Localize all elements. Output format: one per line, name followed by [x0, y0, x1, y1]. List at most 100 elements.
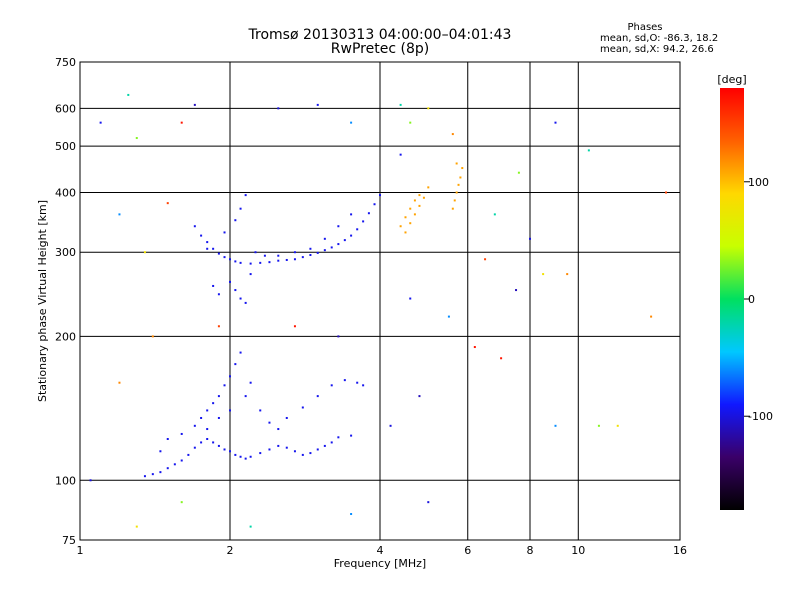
data-point: [343, 379, 346, 382]
y-tick-label: 600: [55, 102, 76, 115]
y-tick-label: 200: [55, 330, 76, 343]
data-point: [459, 176, 462, 179]
data-point: [263, 254, 266, 257]
colorbar-label: [deg]: [717, 73, 746, 86]
plot-frame: [79, 61, 681, 541]
data-point: [337, 335, 340, 338]
data-point: [244, 301, 247, 304]
y-tick-label: 300: [55, 246, 76, 259]
data-point: [316, 103, 319, 106]
x-tick-label: 10: [571, 544, 585, 557]
y-axis-label: Stationary phase Virtual Height [km]: [36, 200, 49, 402]
data-point: [323, 237, 326, 240]
data-point: [212, 402, 215, 405]
data-point: [193, 424, 196, 427]
colorbar-tick-label: 0: [748, 293, 755, 306]
data-point: [457, 183, 460, 186]
data-point: [234, 260, 237, 263]
data-point: [127, 93, 130, 96]
data-point: [180, 121, 183, 124]
data-point: [650, 315, 653, 318]
data-point: [135, 525, 138, 528]
data-point: [362, 384, 365, 387]
data-point: [473, 346, 476, 349]
data-point: [330, 384, 333, 387]
x-tick-label: 16: [673, 544, 687, 557]
data-point: [159, 450, 162, 453]
data-point: [285, 446, 288, 449]
data-point: [173, 463, 176, 466]
data-point: [200, 234, 203, 237]
data-point: [665, 191, 668, 194]
data-point: [166, 202, 169, 205]
data-point: [151, 335, 154, 338]
data-point: [217, 444, 220, 447]
data-points: [89, 93, 668, 528]
colorbar: [720, 88, 744, 510]
data-point: [285, 258, 288, 261]
data-point: [89, 479, 92, 482]
data-point: [118, 213, 121, 216]
data-point: [244, 194, 247, 197]
data-point: [529, 237, 531, 240]
x-tick-label: 2: [227, 544, 234, 557]
data-point: [316, 448, 319, 451]
data-point: [259, 409, 262, 412]
data-point: [554, 424, 557, 427]
data-point: [350, 234, 353, 237]
data-point: [180, 459, 183, 462]
data-point: [268, 448, 271, 451]
data-point: [277, 444, 280, 447]
data-point: [350, 513, 353, 516]
data-point: [206, 241, 209, 244]
data-point: [293, 251, 296, 254]
data-point: [597, 424, 600, 427]
data-point: [249, 525, 252, 528]
data-point: [249, 455, 252, 458]
data-point: [180, 501, 183, 504]
data-point: [118, 381, 121, 384]
data-point: [212, 247, 215, 250]
data-point: [293, 450, 296, 453]
data-point: [239, 297, 242, 300]
data-point: [453, 199, 456, 202]
data-point: [309, 247, 312, 250]
data-point: [356, 381, 359, 384]
data-point: [249, 381, 252, 384]
data-point: [254, 251, 257, 254]
data-point: [587, 149, 590, 152]
data-point: [350, 121, 353, 124]
data-point: [217, 325, 220, 328]
data-point: [277, 428, 280, 431]
data-point: [212, 441, 215, 444]
data-point: [206, 437, 209, 440]
data-point: [343, 239, 346, 242]
data-point: [337, 243, 340, 246]
chart-title: Tromsø 20130313 04:00:00–04:01:43: [248, 27, 512, 43]
data-point: [451, 207, 454, 210]
data-point: [212, 284, 215, 287]
data-point: [337, 436, 340, 439]
data-point: [285, 416, 288, 419]
data-point: [517, 171, 520, 174]
chart-subtitle: RwPretec (8p): [330, 41, 430, 57]
x-tick-label: 1: [77, 544, 84, 557]
data-point: [418, 204, 421, 207]
data-point: [427, 501, 430, 504]
data-point: [229, 375, 231, 378]
data-point: [455, 191, 458, 194]
y-tick-label: 400: [55, 186, 76, 199]
data-point: [229, 450, 231, 453]
data-point: [217, 293, 220, 296]
data-point: [367, 212, 370, 215]
data-point: [193, 103, 196, 106]
data-point: [566, 273, 569, 276]
data-point: [542, 273, 545, 276]
data-point: [301, 453, 304, 456]
data-point: [259, 261, 262, 264]
data-point: [337, 225, 340, 228]
data-point: [373, 203, 376, 206]
data-point: [404, 231, 407, 234]
data-point: [409, 222, 412, 225]
data-point: [234, 453, 237, 456]
